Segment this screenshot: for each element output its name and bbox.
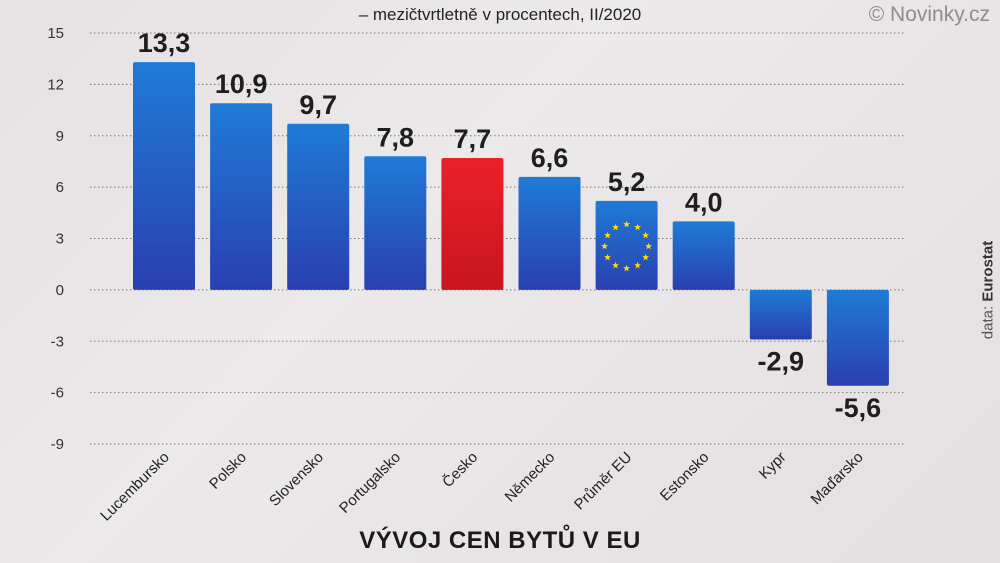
category-label: Maďarsko xyxy=(808,449,867,508)
category-label: Slovensko xyxy=(266,449,327,510)
bar-7 xyxy=(672,221,735,290)
eu-star-icon xyxy=(645,242,653,250)
eu-star-icon xyxy=(642,231,650,239)
bar-5 xyxy=(518,176,581,290)
data-source: data: Eurostat xyxy=(980,241,997,339)
eu-star-icon xyxy=(634,223,642,231)
y-tick-label: -6 xyxy=(51,385,64,402)
y-tick-label: 6 xyxy=(56,179,64,196)
y-tick-label: 9 xyxy=(56,128,64,145)
bar-1 xyxy=(210,103,273,290)
value-label: -5,6 xyxy=(835,393,882,423)
y-tick-label: 12 xyxy=(47,76,64,93)
eu-star-icon xyxy=(601,242,609,250)
value-label: 7,7 xyxy=(454,124,492,154)
category-label: Česko xyxy=(439,449,481,491)
chart-subtitle: – mezičtvrtletně v procentech, II/2020 xyxy=(358,5,642,24)
eu-star-icon xyxy=(623,264,631,272)
data-source-prefix: data: xyxy=(979,301,997,340)
y-tick-label: 0 xyxy=(56,282,64,299)
value-label: -2,9 xyxy=(758,347,805,377)
y-tick-label: -9 xyxy=(51,436,64,453)
bar-4 xyxy=(441,158,504,290)
bar-2 xyxy=(287,123,350,290)
bar-0 xyxy=(133,62,195,290)
category-label: Polsko xyxy=(206,449,250,493)
eu-star-icon xyxy=(642,253,650,261)
category-label: Kypr xyxy=(756,449,790,483)
category-label: Estonsko xyxy=(657,449,713,505)
y-tick-label: 15 xyxy=(47,25,64,42)
value-label: 10,9 xyxy=(215,69,268,99)
eu-star-icon xyxy=(604,231,611,239)
eu-star-icon xyxy=(623,220,631,228)
category-label: Portugalsko xyxy=(336,449,404,517)
category-label: Průměr EU xyxy=(571,449,635,513)
eu-star-icon xyxy=(634,261,642,269)
eu-star-icon xyxy=(612,261,620,269)
eu-star-icon xyxy=(604,253,611,261)
y-tick-label: 3 xyxy=(56,231,64,248)
value-label: 7,8 xyxy=(377,122,415,152)
bar-3 xyxy=(364,156,427,290)
bar-9 xyxy=(826,289,889,386)
y-tick-label: -3 xyxy=(51,333,64,350)
value-label: 9,7 xyxy=(299,90,337,120)
category-label: Lucembursko xyxy=(97,449,173,525)
eu-star-icon xyxy=(612,223,620,231)
category-label: Německo xyxy=(502,449,559,506)
value-label: 5,2 xyxy=(608,167,646,197)
bars xyxy=(133,62,889,386)
value-label: 13,3 xyxy=(138,28,191,58)
value-label: 6,6 xyxy=(531,143,569,173)
chart-title: VÝVOJ CEN BYTŮ V EU xyxy=(359,527,641,554)
bar-6 xyxy=(595,200,658,290)
value-label: 4,0 xyxy=(685,187,723,217)
data-source-name: Eurostat xyxy=(979,240,997,302)
bar-8 xyxy=(749,289,812,340)
copyright-notice: © Novinky.cz xyxy=(868,3,990,26)
